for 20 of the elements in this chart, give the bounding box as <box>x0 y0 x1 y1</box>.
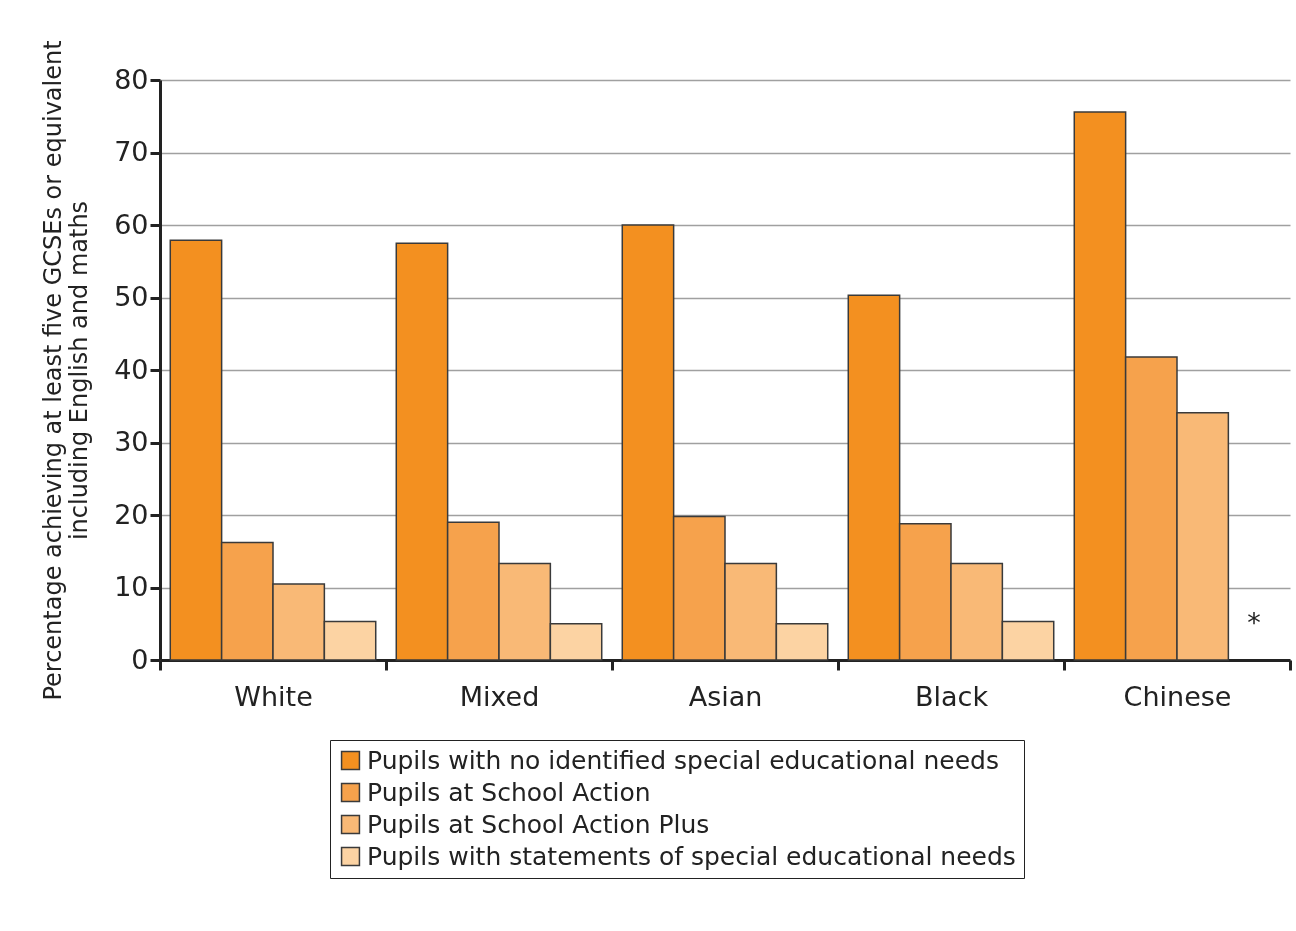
y-tick-label: 40 <box>114 353 149 385</box>
y-tick-label: 30 <box>114 426 149 457</box>
y-tick-label: 80 <box>114 63 149 95</box>
y-tick-label: 10 <box>114 571 149 602</box>
x-tick-label: Asian <box>688 680 763 712</box>
legend-label: Pupils at School Action Plus <box>367 809 710 839</box>
legend-label: Pupils with no identified special educational needs <box>367 745 999 775</box>
y-tick-label: 60 <box>114 208 149 240</box>
legend-label: Pupils with statements of special educational needs <box>367 841 1016 871</box>
annotation: * <box>1247 606 1261 638</box>
x-tick-label: Black <box>914 680 989 712</box>
x-tick-label: White <box>234 680 313 712</box>
y-tick-label: 0 <box>131 643 149 675</box>
legend-label: Pupils at School Action <box>367 777 651 807</box>
x-tick-label: Mixed <box>459 680 540 712</box>
y-tick-label: 20 <box>114 498 149 530</box>
y-tick-label: 50 <box>114 281 149 312</box>
y-tick-label: 70 <box>114 136 149 167</box>
y-axis-title: Percentage achieving at least five GCSEs or equivalent including English and maths <box>39 40 94 701</box>
x-tick-label: Chinese <box>1123 680 1232 712</box>
